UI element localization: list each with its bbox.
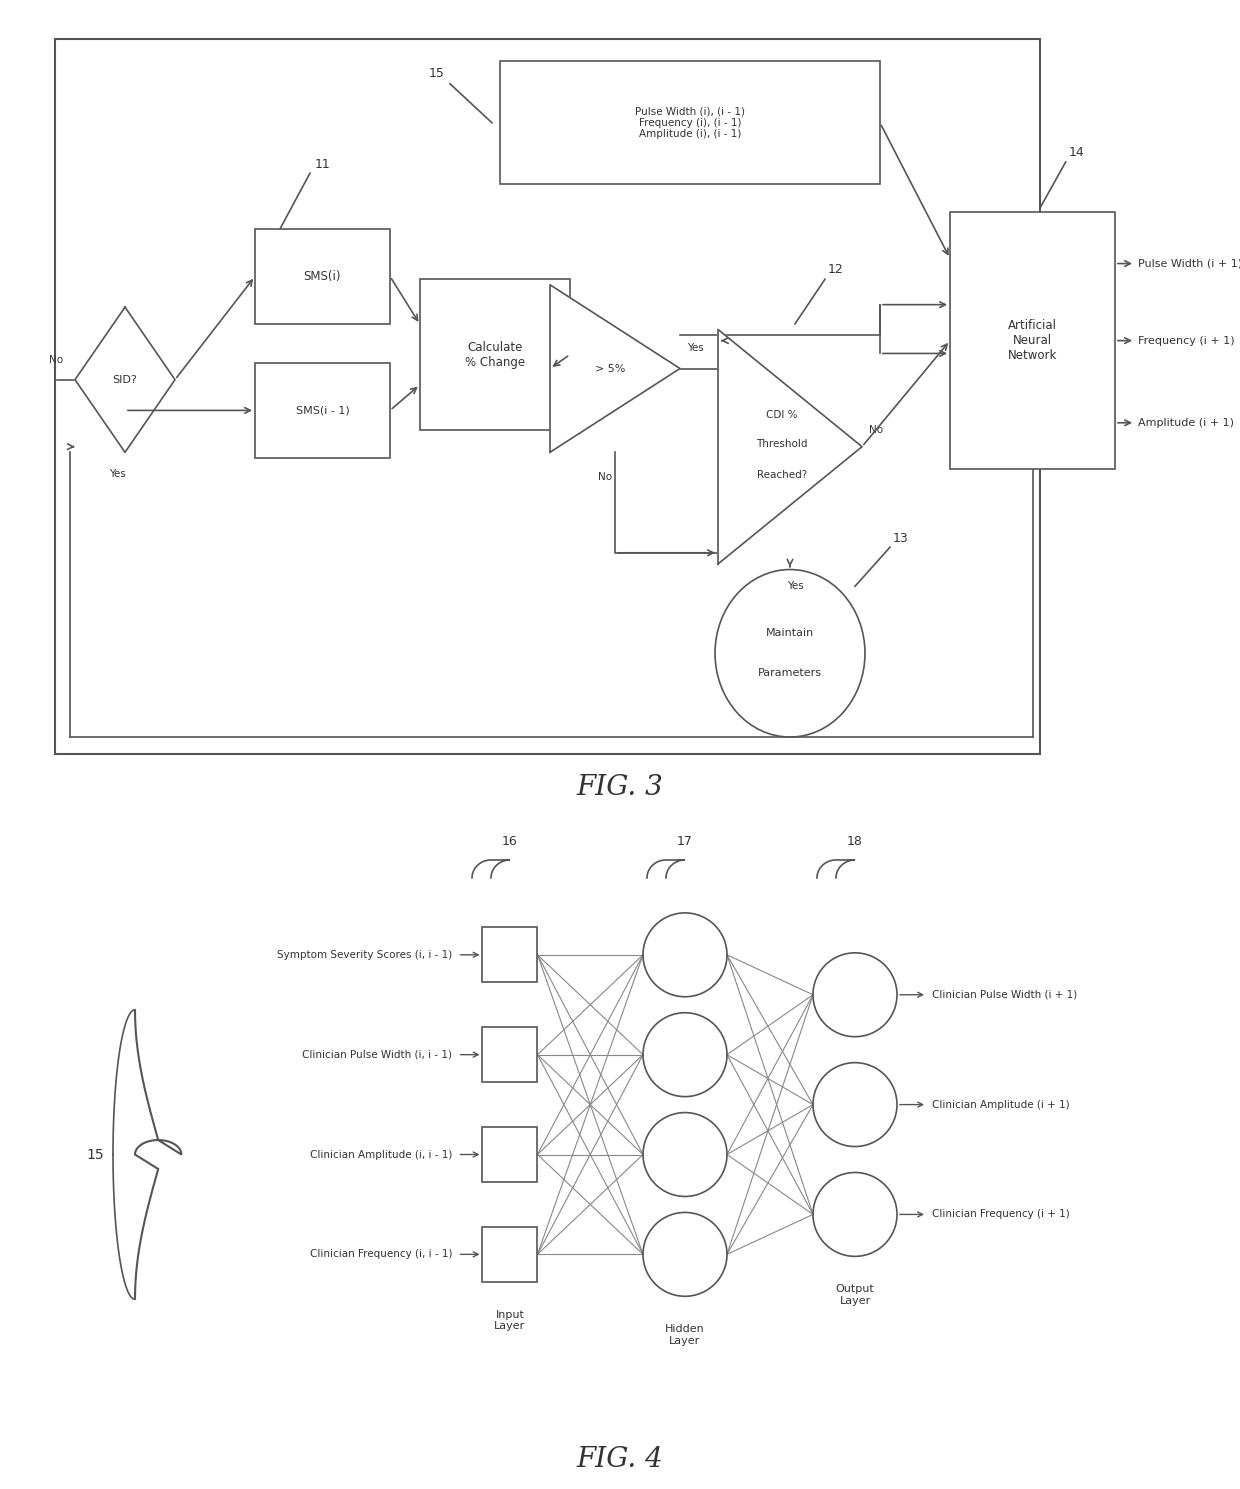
Text: Calculate
% Change: Calculate % Change: [465, 341, 525, 369]
FancyBboxPatch shape: [950, 211, 1115, 469]
FancyBboxPatch shape: [482, 1227, 537, 1282]
Text: No: No: [598, 472, 613, 482]
Text: Clinician Pulse Width (i, i - 1): Clinician Pulse Width (i, i - 1): [303, 1050, 453, 1060]
Text: 13: 13: [893, 532, 909, 545]
Text: Amplitude (i + 1): Amplitude (i + 1): [1138, 418, 1234, 427]
Text: Frequency (i + 1): Frequency (i + 1): [1138, 335, 1235, 345]
FancyBboxPatch shape: [255, 363, 391, 457]
Text: Symptom Severity Scores (i, i - 1): Symptom Severity Scores (i, i - 1): [278, 950, 453, 960]
Text: 18: 18: [847, 835, 863, 849]
Text: No: No: [48, 354, 63, 365]
FancyBboxPatch shape: [500, 61, 880, 185]
FancyBboxPatch shape: [255, 229, 391, 325]
Text: 11: 11: [315, 158, 331, 171]
Text: 15: 15: [429, 67, 445, 80]
Text: SMS(i): SMS(i): [304, 270, 341, 283]
FancyBboxPatch shape: [482, 1027, 537, 1083]
Text: Clinician Amplitude (i, i - 1): Clinician Amplitude (i, i - 1): [310, 1150, 453, 1160]
Text: 15: 15: [87, 1148, 104, 1161]
Text: No: No: [869, 424, 883, 435]
Text: Pulse Width (i), (i - 1)
Frequency (i), (i - 1)
Amplitude (i), (i - 1): Pulse Width (i), (i - 1) Frequency (i), …: [635, 106, 745, 140]
Text: Hidden
Layer: Hidden Layer: [665, 1324, 704, 1346]
Text: 17: 17: [677, 835, 693, 849]
Text: Threshold: Threshold: [756, 439, 807, 450]
Text: Output
Layer: Output Layer: [836, 1285, 874, 1306]
Text: Pulse Width (i + 1): Pulse Width (i + 1): [1138, 259, 1240, 268]
Text: Clinician Pulse Width (i + 1): Clinician Pulse Width (i + 1): [932, 990, 1078, 999]
Text: 12: 12: [828, 264, 843, 275]
FancyBboxPatch shape: [420, 280, 570, 430]
Text: SMS(i - 1): SMS(i - 1): [295, 405, 350, 415]
Polygon shape: [718, 329, 862, 564]
Text: Maintain: Maintain: [766, 628, 815, 639]
Text: 14: 14: [1069, 146, 1085, 159]
Polygon shape: [551, 284, 680, 453]
Text: Clinician Frequency (i, i - 1): Clinician Frequency (i, i - 1): [310, 1249, 453, 1260]
Text: Input
Layer: Input Layer: [495, 1310, 526, 1331]
Text: Parameters: Parameters: [758, 669, 822, 679]
Text: Yes: Yes: [109, 469, 125, 479]
FancyBboxPatch shape: [482, 1127, 537, 1182]
Text: FIG. 4: FIG. 4: [577, 1446, 663, 1473]
Text: FIG. 3: FIG. 3: [577, 774, 663, 801]
FancyBboxPatch shape: [482, 928, 537, 983]
Text: Yes: Yes: [687, 344, 704, 353]
Text: CDI %: CDI %: [766, 411, 797, 420]
Text: 16: 16: [502, 835, 518, 849]
Text: > 5%: > 5%: [595, 363, 625, 374]
Text: Yes: Yes: [786, 581, 804, 591]
Polygon shape: [74, 307, 175, 453]
Text: Reached?: Reached?: [756, 469, 807, 479]
Text: SID?: SID?: [113, 375, 138, 384]
Text: Clinician Frequency (i + 1): Clinician Frequency (i + 1): [932, 1209, 1070, 1219]
Text: Clinician Amplitude (i + 1): Clinician Amplitude (i + 1): [932, 1099, 1070, 1109]
Text: Artificial
Neural
Network: Artificial Neural Network: [1008, 319, 1058, 362]
